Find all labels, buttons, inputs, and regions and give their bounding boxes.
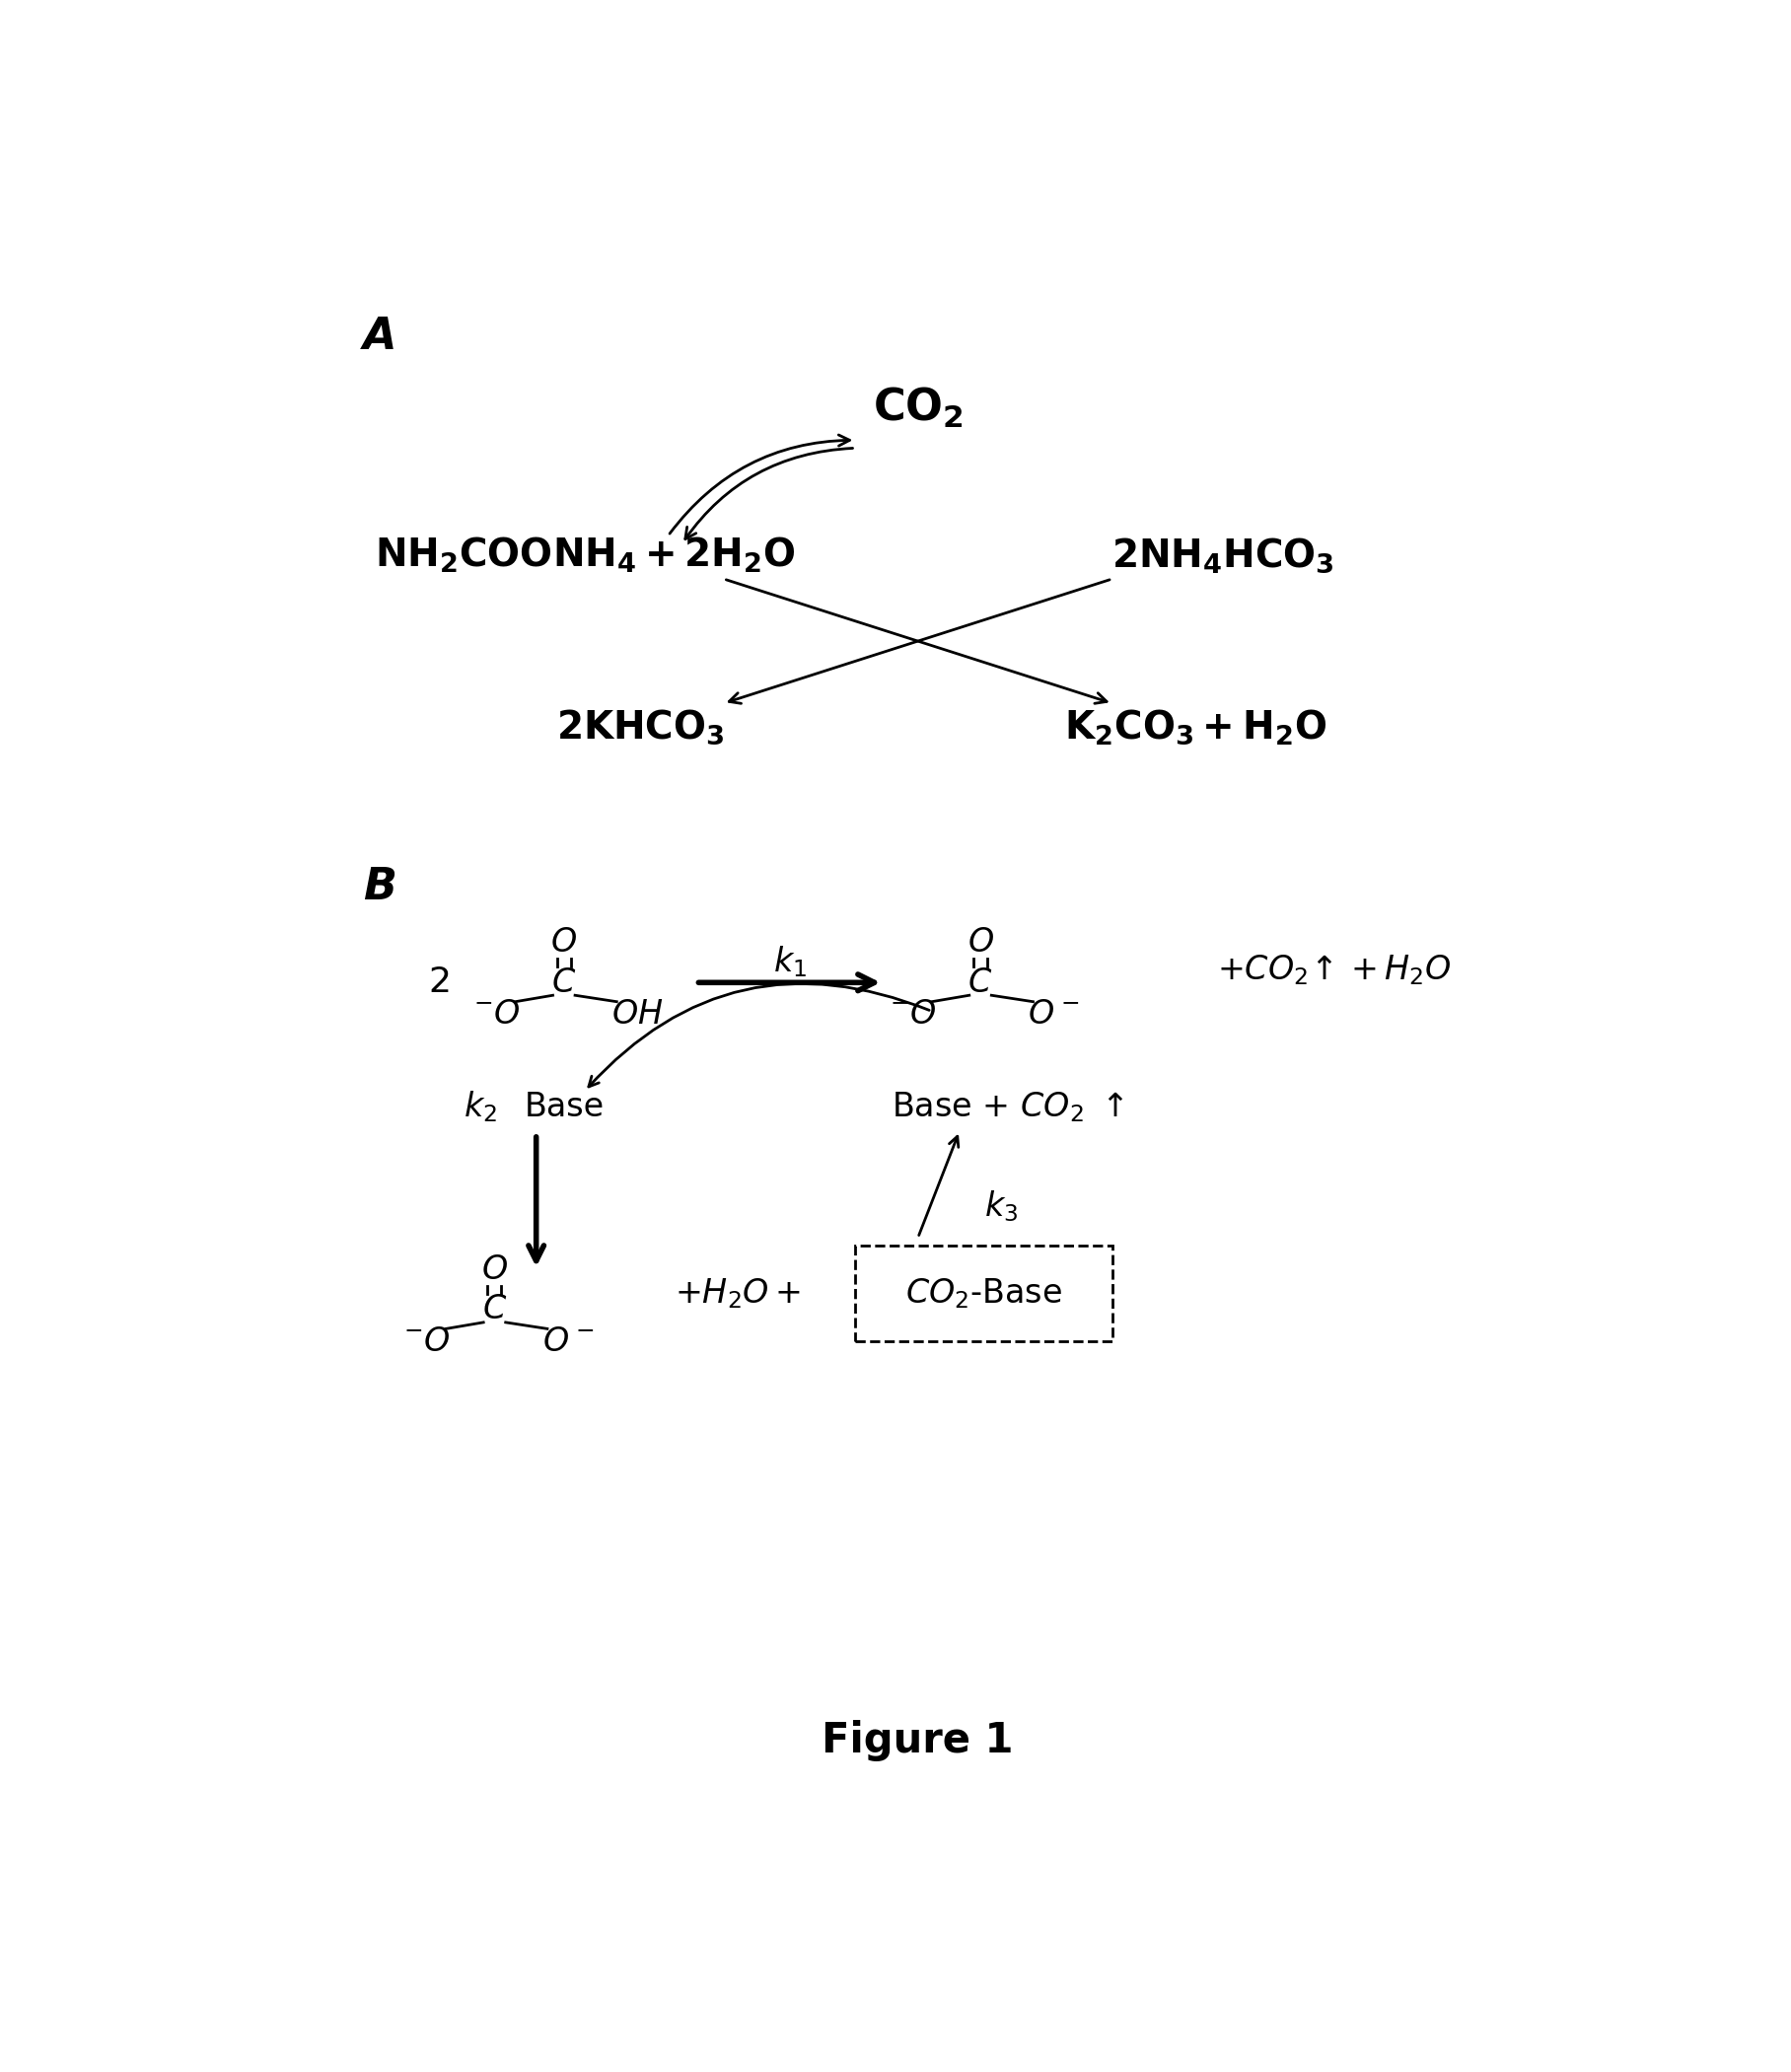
Text: $C$: $C$ <box>552 966 577 999</box>
Text: A: A <box>362 315 396 358</box>
Text: B: B <box>362 866 396 908</box>
Text: Base $+$ $CO_2$ $\uparrow$: Base $+$ $CO_2$ $\uparrow$ <box>892 1090 1125 1125</box>
Text: $+ H_2O +$: $+ H_2O +$ <box>675 1276 801 1312</box>
Text: $OH$: $OH$ <box>613 999 663 1030</box>
Text: $C$: $C$ <box>967 966 992 999</box>
Text: $O$: $O$ <box>482 1254 509 1287</box>
Text: $\mathbf{2NH_4HCO_3}$: $\mathbf{2NH_4HCO_3}$ <box>1112 535 1334 574</box>
Text: Figure 1: Figure 1 <box>822 1720 1014 1761</box>
Text: $O$: $O$ <box>550 926 577 959</box>
Text: $\mathbf{NH_2COONH_4+2H_2O}$: $\mathbf{NH_2COONH_4+2H_2O}$ <box>374 535 795 574</box>
Text: $^-\!O$: $^-\!O$ <box>399 1326 451 1357</box>
Bar <box>856 1245 1112 1341</box>
Text: $^-\!O$: $^-\!O$ <box>469 999 519 1030</box>
Text: $k_3$: $k_3$ <box>985 1189 1017 1222</box>
Text: $\mathbf{2KHCO_3}$: $\mathbf{2KHCO_3}$ <box>557 709 724 746</box>
Text: $k_2$: $k_2$ <box>464 1090 498 1125</box>
Text: $2$: $2$ <box>428 966 450 999</box>
Text: $+ CO_2\!\uparrow + H_2O$: $+ CO_2\!\uparrow + H_2O$ <box>1218 953 1451 986</box>
Text: $O^-$: $O^-$ <box>1028 999 1080 1030</box>
Text: $^-\!O$: $^-\!O$ <box>885 999 937 1030</box>
Text: $\mathbf{K_2CO_3+H_2O}$: $\mathbf{K_2CO_3+H_2O}$ <box>1064 709 1327 746</box>
Text: $CO_2$-Base: $CO_2$-Base <box>906 1276 1062 1312</box>
Text: $\mathbf{CO_2}$: $\mathbf{CO_2}$ <box>872 385 964 431</box>
Text: Base: Base <box>525 1090 604 1123</box>
Text: $k_1$: $k_1$ <box>774 945 808 980</box>
Text: $O^-$: $O^-$ <box>543 1326 595 1357</box>
Text: $O$: $O$ <box>967 926 994 959</box>
Text: $C$: $C$ <box>482 1293 507 1326</box>
